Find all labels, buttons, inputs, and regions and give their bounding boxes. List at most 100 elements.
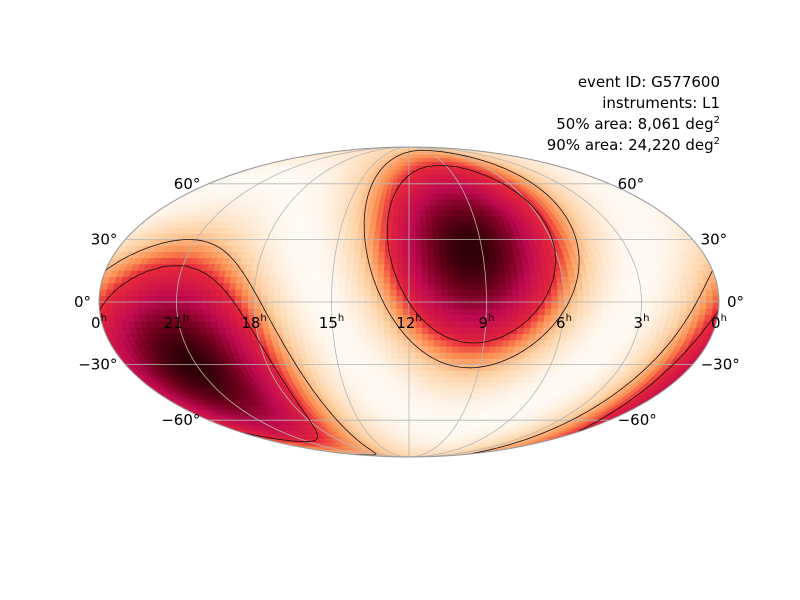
heatmap-cell [150, 295, 158, 303]
heatmap-cell [408, 333, 416, 341]
heatmap-cell [600, 314, 609, 322]
heatmap-cell [189, 295, 197, 303]
heatmap-cell [486, 301, 494, 309]
heatmap-cell [413, 404, 420, 411]
heatmap-cell [426, 233, 433, 240]
heatmap-cell [660, 295, 668, 303]
heatmap-cell [398, 398, 405, 406]
heatmap-cell [601, 308, 610, 316]
heatmap-cell [298, 295, 307, 303]
heatmap-cell [646, 288, 655, 296]
heatmap-cell [602, 295, 610, 303]
heatmap-cell [614, 308, 623, 316]
heatmap-cell [408, 429, 414, 435]
heatmap-cell [666, 308, 674, 316]
heatmap-cell [427, 339, 435, 347]
heatmap-cell [543, 314, 551, 322]
heatmap-cell [414, 257, 422, 265]
heatmap-cell [516, 320, 525, 328]
heatmap-cell [311, 295, 320, 303]
heatmap-cell [440, 314, 448, 322]
heatmap-cell [453, 301, 462, 309]
heatmap-cell [189, 308, 197, 316]
heatmap-cell [337, 288, 345, 296]
heatmap-cell [479, 301, 487, 309]
heatmap-cell [472, 276, 480, 284]
heatmap-cell [332, 269, 340, 277]
heatmap-cell [408, 233, 416, 240]
heatmap-cell [209, 282, 218, 290]
heatmap-cell [504, 314, 513, 322]
heatmap-cell [588, 314, 597, 322]
heatmap-cell [457, 345, 466, 353]
heatmap-cell [613, 282, 622, 290]
heatmap-cell [492, 301, 500, 309]
heatmap-cell [266, 301, 274, 309]
heatmap-cell [531, 295, 539, 303]
heatmap-cell [306, 327, 315, 335]
heatmap-cell [266, 295, 274, 303]
heatmap-cell [418, 398, 425, 406]
heatmap-cell [458, 339, 466, 347]
heatmap-cell [594, 314, 603, 322]
heatmap-cell [384, 358, 392, 365]
heatmap-cell [408, 424, 414, 431]
heatmap-cell [408, 193, 415, 200]
heatmap-cell [634, 301, 642, 309]
heatmap-cell [562, 282, 571, 290]
heatmap-cell [659, 288, 668, 296]
heatmap-cell [427, 314, 436, 322]
heatmap-cell [372, 352, 380, 359]
heatmap-cell [403, 209, 410, 217]
heatmap-cell [364, 333, 372, 341]
heatmap-cell [430, 376, 438, 383]
heatmap-cell [517, 314, 526, 322]
heatmap-cell [279, 295, 287, 303]
heatmap-cell [445, 339, 454, 347]
heatmap-cell [385, 364, 392, 371]
heatmap-cell [426, 345, 435, 353]
heatmap-cell [433, 257, 441, 265]
heatmap-cell [418, 393, 425, 400]
heatmap-cell [221, 295, 229, 303]
heatmap-cell [403, 204, 410, 211]
heatmap-cell [408, 276, 416, 284]
heatmap-cell [392, 387, 399, 395]
heatmap-cell [344, 288, 352, 296]
heatmap-cell [352, 257, 360, 265]
heatmap-cell [111, 301, 119, 309]
heatmap-cell [399, 183, 406, 190]
heatmap-cell [202, 282, 211, 290]
heatmap-cell [483, 333, 492, 341]
heatmap-cell [509, 269, 518, 277]
heatmap-cell [443, 233, 451, 240]
heatmap-cell [576, 301, 584, 309]
heatmap-cell [439, 263, 448, 271]
heatmap-cell [436, 221, 444, 228]
heatmap-cell [432, 245, 440, 252]
heatmap-cell [408, 188, 414, 195]
heatmap-cell [137, 301, 145, 309]
heatmap-cell [228, 314, 237, 322]
heatmap-cell [344, 308, 352, 316]
heatmap-cell [452, 263, 460, 271]
heatmap-cell [196, 314, 205, 322]
heatmap-cell [508, 263, 517, 271]
heatmap-cell [469, 251, 478, 259]
heatmap-cell [627, 288, 636, 296]
heatmap-cell [372, 245, 380, 252]
heatmap-cell [398, 393, 405, 400]
heatmap-cell [607, 314, 616, 322]
heatmap-cell [473, 295, 481, 303]
heatmap-cell [498, 301, 507, 309]
heatmap-cell [396, 352, 404, 359]
heatmap-cell [345, 263, 353, 271]
heatmap-cell [221, 308, 230, 316]
heatmap-cell [490, 269, 499, 277]
heatmap-cell [485, 288, 494, 296]
heatmap-cell [575, 282, 584, 290]
heatmap-cell [447, 301, 455, 309]
heatmap-cell [396, 233, 404, 240]
heatmap-cell [392, 215, 399, 222]
heatmap-cell [408, 257, 416, 265]
